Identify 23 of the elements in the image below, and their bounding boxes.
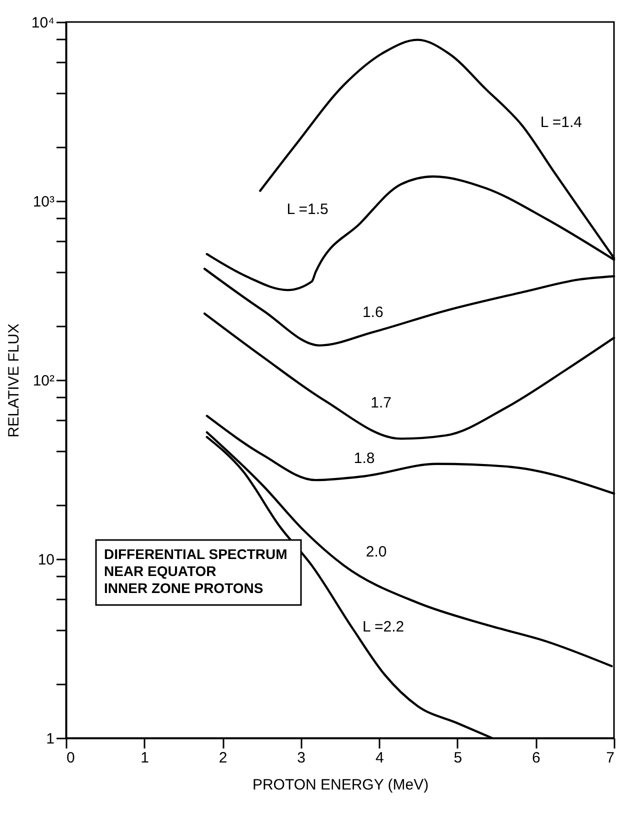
y-tick-label: 1	[46, 730, 54, 748]
series-label: 1.7	[370, 394, 392, 412]
series-label: 1.6	[362, 304, 384, 322]
y-tick-label: 10³	[32, 194, 54, 210]
x-tick-label: 0	[66, 750, 75, 766]
series-label: 1.8	[354, 450, 375, 468]
series-label: 2.0	[366, 543, 387, 560]
x-tick-label: 2	[218, 750, 228, 766]
x-tick-label: 3	[297, 750, 306, 766]
series-label: L =2.2	[362, 618, 404, 636]
x-tick-label: 1	[140, 750, 149, 766]
x-axis-title: PROTON ENERGY (MeV)	[252, 776, 429, 794]
y-tick-label: 10	[38, 552, 54, 568]
x-tick-label: 6	[532, 750, 540, 766]
y-tick-label: 10⁴	[31, 14, 54, 32]
x-tick-label: 5	[454, 750, 462, 766]
y-axis-title: RELATIVE FLUX	[5, 324, 22, 438]
series-label: L =1.5	[286, 201, 328, 218]
series-label: L =1.4	[540, 114, 582, 131]
annotation: DIFFERENTIAL SPECTRUM NEAR EQUATOR INNER ZONE PROTONS	[104, 546, 288, 596]
x-tick-label: 7	[606, 750, 614, 766]
y-tick-label: 10²	[32, 372, 54, 390]
x-tick-label: 4	[375, 750, 384, 766]
